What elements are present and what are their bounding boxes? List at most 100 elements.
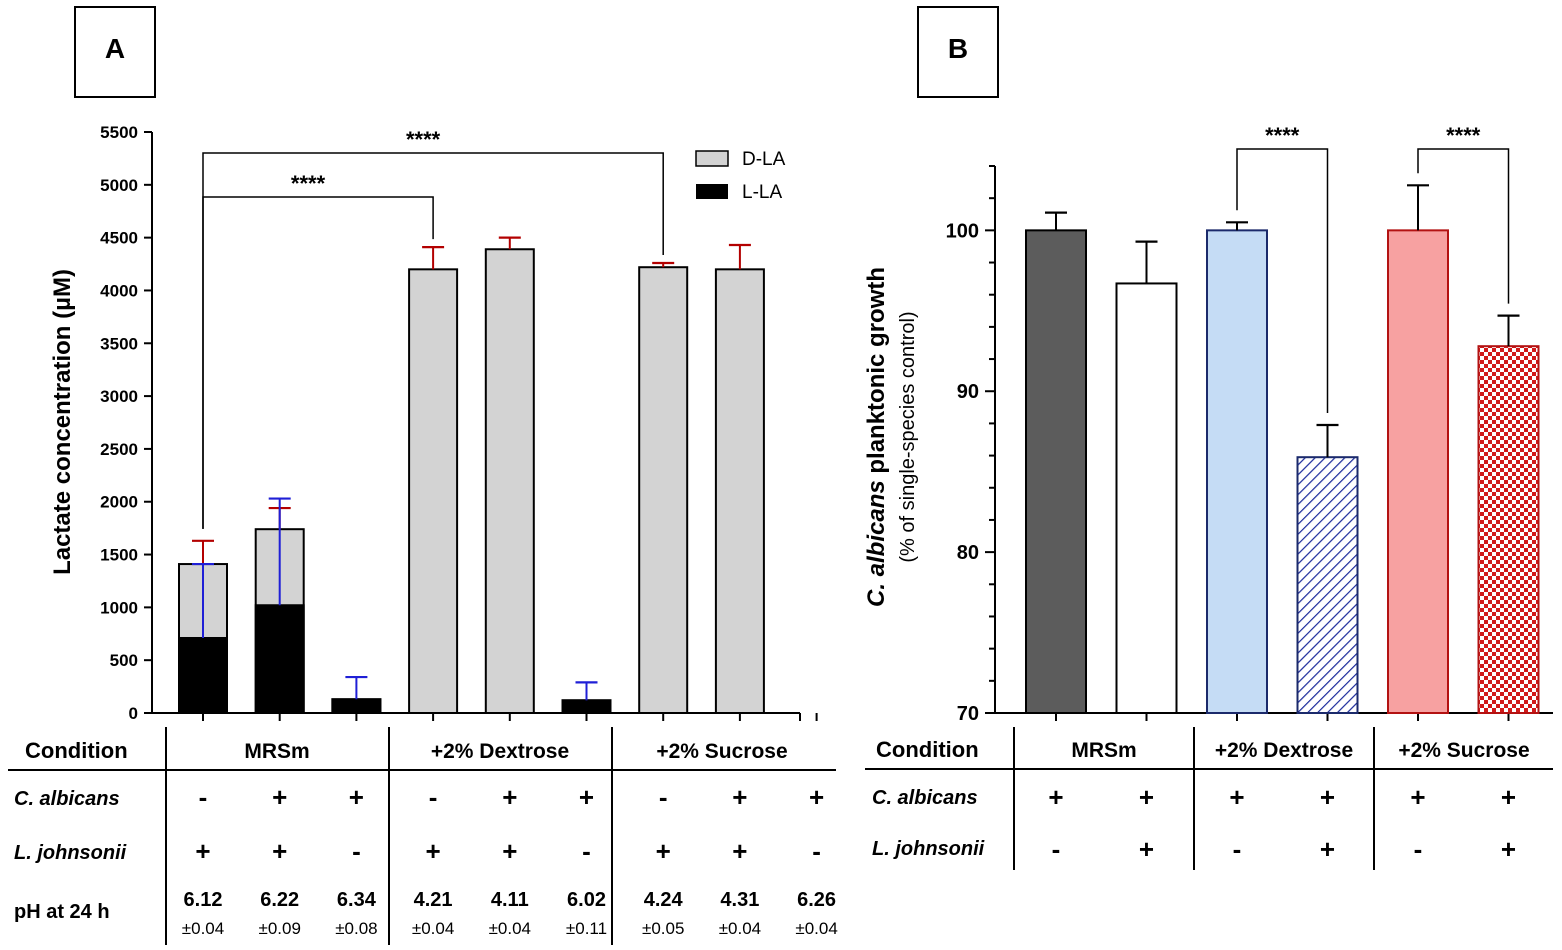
table-a-group-label: +2% Sucrose [656, 740, 787, 763]
table-b-c-albicans-sign: + [1320, 782, 1335, 812]
table-a-ph-value: 6.12 [184, 889, 223, 911]
panel-a-y-tick-label: 4500 [100, 229, 138, 248]
table-a-l-johnsonii-sign: + [272, 836, 287, 866]
table-a-ph-value: 4.21 [414, 889, 453, 911]
table-a-l-johnsonii-sign: + [732, 836, 747, 866]
panel-a-y-tick-label: 0 [129, 704, 138, 723]
table-b-c-albicans-sign: + [1229, 782, 1244, 812]
panel-a-condition-table: Condition C. albicans L. johnsonii pH at… [8, 727, 838, 945]
legend-label-d-la: D-LA [742, 149, 786, 170]
panel-b-y-axis-label-rest: planktonic growth [863, 267, 890, 480]
table-a-c-albicans-sign: - [659, 782, 668, 812]
table-b-c-albicans-label: C. albicans [872, 787, 978, 809]
panel-a-significance-label: **** [406, 127, 441, 152]
panel-a-y-tick-label: 1000 [100, 598, 138, 617]
panel-b-bar-2 [1206, 229, 1268, 714]
panel-a-y-axis-label: Lactate concentration (µM) [49, 269, 76, 575]
table-a-ph-sd: ±0.08 [335, 919, 377, 938]
panel-a-y-tick-label: 4000 [100, 281, 138, 300]
table-a-ph-sd: ±0.04 [795, 919, 837, 938]
table-a-ph-value: 4.11 [491, 889, 529, 911]
panel-b-y-tick-label: 80 [957, 542, 979, 564]
panel-b-significance-label: **** [1265, 123, 1300, 148]
table-a-ph-label: pH at 24 h [14, 901, 110, 923]
panel-a-significance-bracket [202, 196, 434, 529]
bar-l-la-2 [331, 698, 382, 714]
table-a-l-johnsonii-sign: + [502, 836, 517, 866]
table-a-group-label: +2% Dextrose [431, 740, 569, 763]
table-a-ph-value: 6.26 [797, 889, 836, 911]
table-a-ph-value: 6.34 [337, 889, 377, 911]
table-a-ph-sd: ±0.11 [566, 919, 607, 938]
table-a-ph-sd: ±0.04 [719, 919, 761, 938]
table-b-c-albicans-sign: + [1139, 782, 1154, 812]
panel-b-y-axis-label-italic: C. albicans [863, 480, 890, 607]
legend-label-l-la: L-LA [742, 182, 782, 203]
panel-a-label-box: A [74, 6, 156, 98]
panel-a-significance-bracket [202, 152, 664, 529]
table-a-l-johnsonii-sign: + [426, 836, 441, 866]
panel-b-y-tick-label: 90 [957, 381, 979, 403]
panel-a-y-tick-label: 5500 [100, 123, 138, 142]
panel-a-y-tick-label: 2500 [100, 440, 138, 459]
bar-d-la-3 [408, 268, 459, 714]
table-b-group-label: MRSm [1071, 739, 1136, 762]
panel-a-y-tick-label: 1500 [100, 546, 138, 565]
table-b-l-johnsonii-sign: + [1139, 834, 1154, 864]
panel-b-bar-4 [1387, 229, 1449, 714]
table-a-c-albicans-sign: + [732, 782, 747, 812]
panel-a-label: A [105, 33, 125, 64]
table-a-ph-sd: ±0.04 [412, 919, 454, 938]
table-b-l-johnsonii-label: L. johnsonii [872, 838, 985, 860]
panel-b-y-tick-label: 100 [946, 220, 979, 242]
panel-a-y-tick-label: 3000 [100, 387, 138, 406]
panel-b-label-box: B [917, 6, 999, 98]
panel-b-y-axis-sublabel: (% of single-species control) [897, 311, 919, 562]
panel-a-y-tick-label: 500 [110, 651, 138, 670]
bar-l-la-5 [561, 699, 612, 714]
panel-a-y-tick-label: 2000 [100, 493, 138, 512]
bar-d-la-6 [638, 266, 689, 714]
table-b-group-label: +2% Sucrose [1398, 739, 1529, 762]
table-a-ph-value: 4.31 [720, 889, 759, 911]
table-a-ph-sd: ±0.05 [642, 919, 684, 938]
table-a-c-albicans-sign: + [502, 782, 517, 812]
panel-b-y-axis-label: C. albicans planktonic growth [863, 267, 890, 607]
table-a-c-albicans-sign: + [579, 782, 594, 812]
panel-b-bar-1 [1115, 282, 1178, 714]
legend-swatch-d-la [695, 150, 729, 167]
panel-a-y-tick-label: 5000 [100, 176, 138, 195]
panel-a-legend: D-LA L-LA [695, 149, 786, 203]
table-a-condition-label: Condition [25, 738, 128, 763]
table-a-l-johnsonii-sign: + [656, 836, 671, 866]
legend-swatch-l-la [696, 184, 728, 199]
table-b-l-johnsonii-sign: + [1501, 834, 1516, 864]
table-a-ph-sd: ±0.04 [489, 919, 531, 938]
panel-b-condition-table: Condition C. albicans L. johnsonii MRSm +… [865, 727, 1553, 870]
table-b-condition-label: Condition [876, 737, 979, 762]
panel-b-bar-5 [1477, 345, 1540, 714]
table-a-l-johnsonii-sign: - [812, 836, 821, 866]
table-a-c-albicans-sign: - [429, 782, 438, 812]
panel-b-significance-bracket [1236, 148, 1329, 414]
table-a-ph-value: 4.24 [644, 889, 684, 911]
panel-b-chart: C. albicans planktonic growth (% of sing… [863, 123, 1553, 725]
table-a-ph-value: 6.22 [260, 889, 299, 911]
panel-b-significance-label: **** [1446, 123, 1481, 148]
table-b-c-albicans-sign: + [1410, 782, 1425, 812]
table-b-c-albicans-sign: + [1048, 782, 1063, 812]
table-a-l-johnsonii-sign: - [352, 836, 361, 866]
bar-d-la-4 [484, 248, 535, 714]
table-b-l-johnsonii-sign: + [1320, 834, 1335, 864]
table-a-l-johnsonii-label: L. johnsonii [14, 842, 127, 864]
panel-a-y-tick-label: 3500 [100, 334, 138, 353]
panel-b-label: B [948, 33, 968, 64]
table-a-l-johnsonii-sign: - [582, 836, 591, 866]
bar-l-la-1 [254, 604, 305, 715]
bar-l-la-0 [178, 636, 228, 714]
panel-b-bar-3 [1296, 456, 1359, 714]
panel-b-y-tick-label: 70 [957, 703, 979, 725]
panel-b-bar-0 [1025, 229, 1087, 714]
table-a-c-albicans-sign: + [349, 782, 364, 812]
